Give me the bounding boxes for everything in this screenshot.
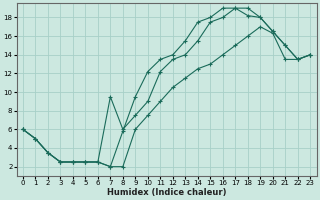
X-axis label: Humidex (Indice chaleur): Humidex (Indice chaleur) bbox=[107, 188, 226, 197]
